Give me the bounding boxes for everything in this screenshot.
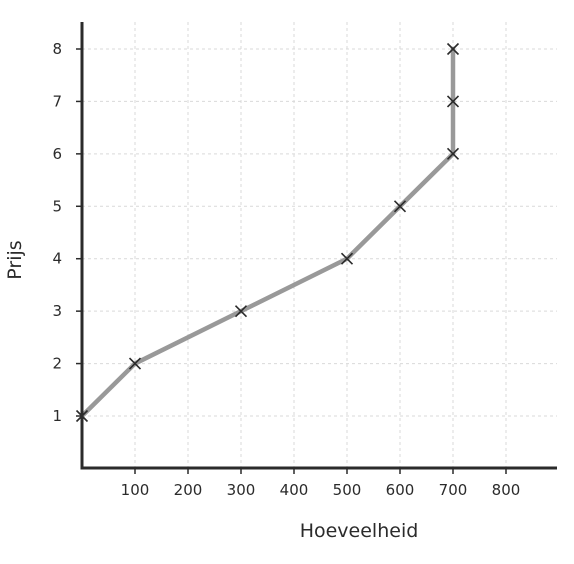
x-axis-label: Hoeveelheid bbox=[300, 520, 419, 542]
data-point-marker bbox=[234, 305, 248, 318]
x-tick-label: 200 bbox=[174, 481, 203, 499]
data-point-marker bbox=[340, 252, 354, 265]
x-tick-labels: 100 200 300 400 500 600 700 800 bbox=[121, 468, 521, 499]
data-point-marker bbox=[393, 200, 407, 213]
y-tick-labels: 1 2 3 4 5 6 7 8 bbox=[52, 40, 82, 425]
x-tick-label: 400 bbox=[280, 481, 309, 499]
data-point-marker bbox=[128, 357, 142, 370]
series-layer bbox=[75, 42, 460, 423]
x-tick-label: 600 bbox=[386, 481, 415, 499]
x-tick-label: 100 bbox=[121, 481, 150, 499]
data-point-marker bbox=[446, 147, 460, 160]
y-tick-label: 5 bbox=[52, 197, 62, 215]
y-tick-label: 4 bbox=[52, 250, 62, 268]
x-tick-label: 300 bbox=[227, 481, 256, 499]
series-line bbox=[79, 46, 456, 419]
y-tick-label: 8 bbox=[52, 40, 62, 58]
y-axis-label: Prijs bbox=[4, 240, 26, 279]
x-tick-label: 500 bbox=[333, 481, 362, 499]
axes bbox=[80, 22, 557, 470]
data-point-marker bbox=[446, 42, 460, 56]
y-tick-label: 6 bbox=[52, 145, 62, 163]
grid-lines bbox=[82, 22, 557, 468]
y-tick-label: 7 bbox=[52, 92, 62, 110]
data-point-marker bbox=[446, 95, 460, 108]
x-tick-label: 800 bbox=[492, 481, 521, 499]
y-tick-label: 3 bbox=[52, 302, 62, 320]
x-tick-label: 700 bbox=[439, 481, 468, 499]
y-tick-label: 1 bbox=[52, 407, 62, 425]
y-tick-label: 2 bbox=[52, 355, 62, 373]
